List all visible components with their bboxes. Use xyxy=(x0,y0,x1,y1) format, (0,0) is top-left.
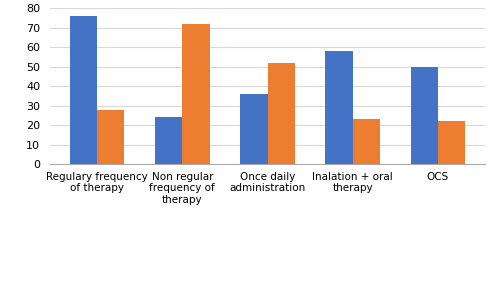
Bar xyxy=(326,51,352,164)
Bar xyxy=(182,24,210,164)
Bar xyxy=(240,94,268,164)
Bar xyxy=(410,67,438,164)
Bar xyxy=(155,117,182,164)
Bar xyxy=(97,110,124,164)
Bar xyxy=(268,63,295,164)
Legend: Severe Asthma, Mild-moderate Asthma: Severe Asthma, Mild-moderate Asthma xyxy=(134,282,400,283)
Bar xyxy=(438,121,465,164)
Bar xyxy=(352,119,380,164)
Bar xyxy=(70,16,97,164)
